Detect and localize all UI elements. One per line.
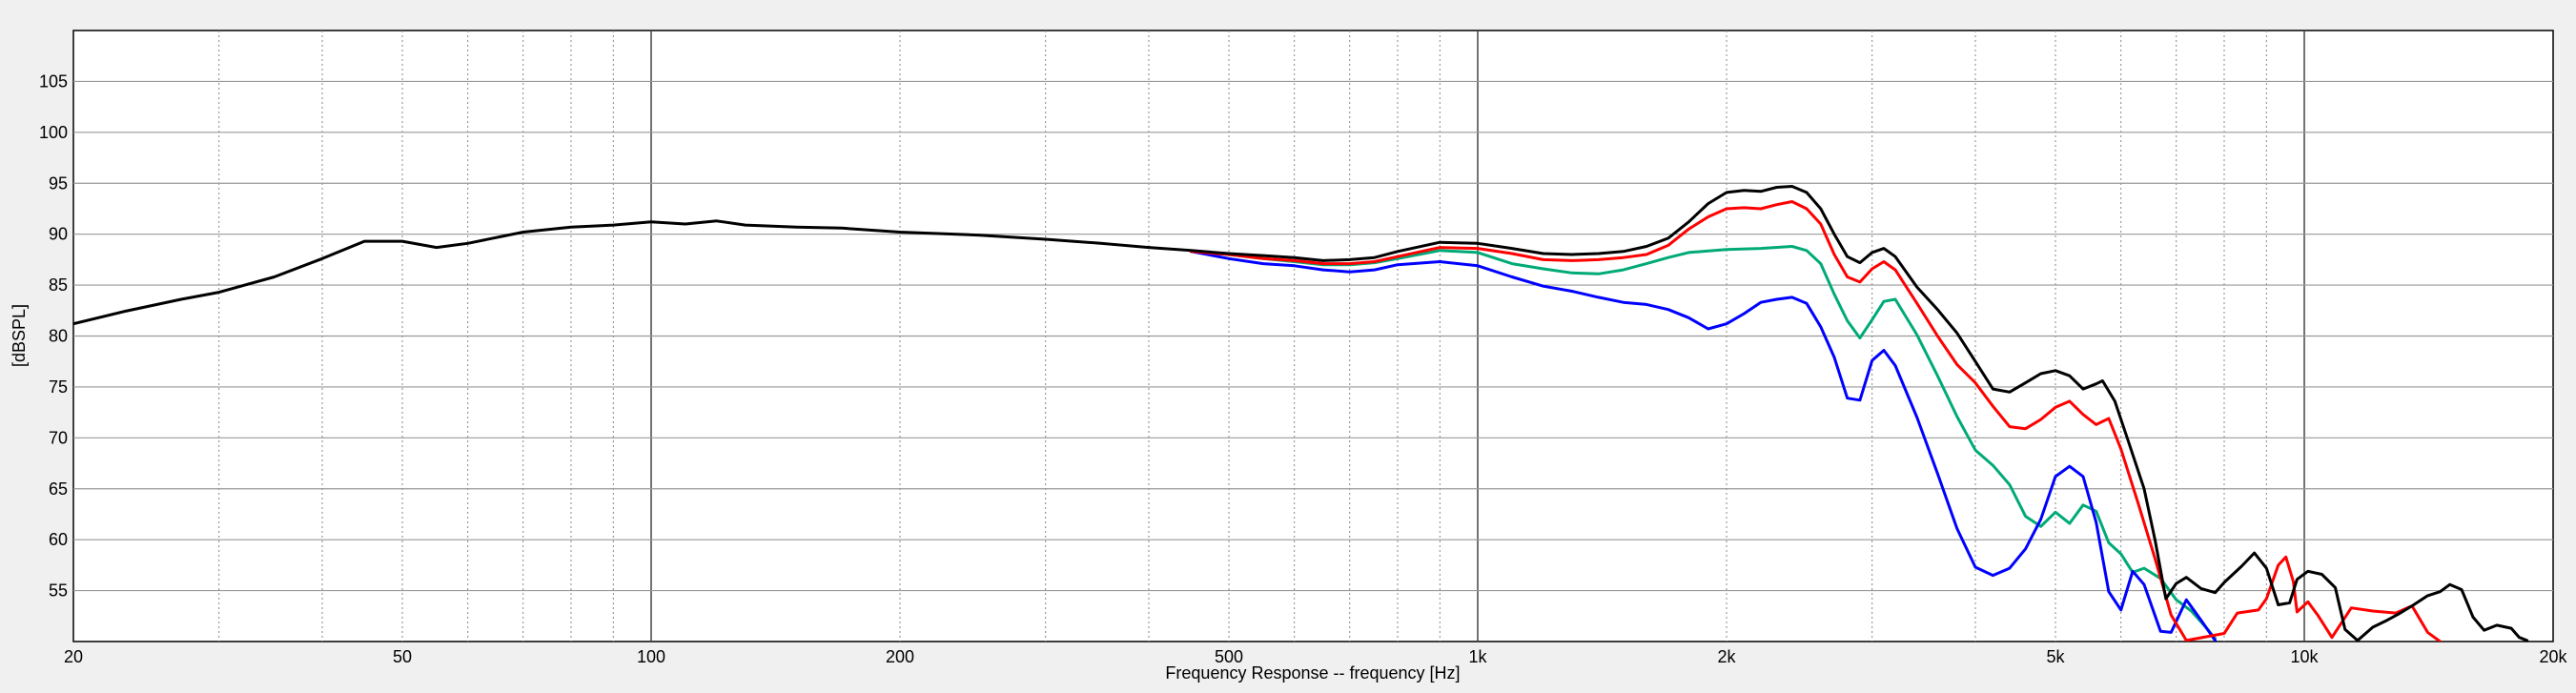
x-tick-label: 200 [886,647,914,666]
y-tick-label: 85 [49,275,68,295]
series-line-2 [1189,200,2442,642]
x-axis-label: Frequency Response -- frequency [Hz] [1165,663,1460,683]
y-tick-label: 80 [49,327,68,346]
x-tick-label: 10k [2290,647,2319,666]
x-tick-label: 1k [1468,647,1487,666]
y-tick-label: 60 [49,530,68,549]
y-tick-label: 105 [39,71,68,91]
y-tick-label: 65 [49,479,68,499]
x-tick-label: 20 [64,647,83,666]
y-tick-label: 95 [49,173,68,193]
x-tick-label: 500 [1215,647,1243,666]
series-line-1 [73,185,2529,642]
x-tick-label: 20k [2539,647,2567,666]
y-tick-label: 90 [49,225,68,244]
x-tick-label: 100 [637,647,665,666]
y-axis-label: [dBSPL] [10,304,29,367]
y-tick-label: 75 [49,377,68,397]
y-tick-label: 70 [49,428,68,447]
series-line-3 [1189,245,2217,641]
series-line-4 [1189,250,2217,642]
x-tick-label: 2k [1717,647,1736,666]
x-tick-label: 50 [393,647,412,666]
x-tick-label: 5k [2047,647,2066,666]
y-tick-label: 100 [39,123,68,142]
y-tick-label: 55 [49,581,68,601]
